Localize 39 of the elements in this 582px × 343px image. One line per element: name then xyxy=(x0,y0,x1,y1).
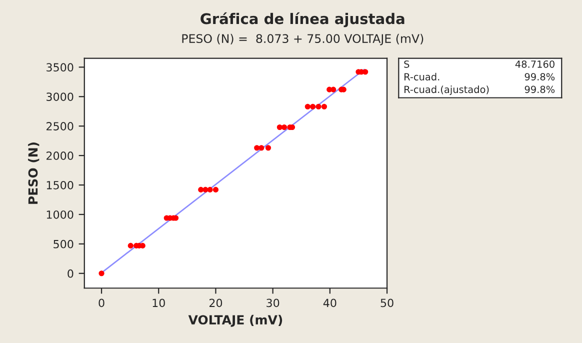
point xyxy=(207,186,213,192)
y-axis-title: PESO (N) xyxy=(28,142,40,204)
y-tick-label: 2000 xyxy=(46,152,74,160)
text: 48.7160 xyxy=(515,60,554,68)
x-tick-label: 50 xyxy=(380,298,394,308)
text: 99.8% xyxy=(524,86,555,94)
y-tick-label: 3000 xyxy=(46,92,74,101)
point xyxy=(276,124,282,130)
point xyxy=(330,86,336,92)
x-tick-label: 0 xyxy=(98,298,104,308)
point xyxy=(316,104,322,110)
chart-subtitle: PESO (N) = 8.073 + 75.00 VOLTAJE (mV) xyxy=(182,34,424,46)
point xyxy=(212,186,219,192)
y-tick-label: 500 xyxy=(54,240,74,248)
y-tick-label: 0 xyxy=(68,269,74,278)
chart-title: Gráfica de línea ajustada xyxy=(200,12,404,28)
point xyxy=(362,69,368,75)
y-tick-label: 1000 xyxy=(46,210,74,219)
point xyxy=(98,270,104,276)
x-tick-label: 40 xyxy=(323,298,336,308)
point xyxy=(254,145,260,151)
point xyxy=(265,145,272,151)
point xyxy=(128,242,134,248)
y-tick-label: 3500 xyxy=(46,63,74,72)
y-tick-label: 2500 xyxy=(46,122,74,130)
x-tick-label: 10 xyxy=(152,298,165,308)
text: R-cuad.(ajustado) xyxy=(404,86,489,95)
text: S xyxy=(404,60,410,68)
point xyxy=(321,104,327,110)
x-tick-label: 20 xyxy=(209,298,222,308)
x-tick-label: 30 xyxy=(266,298,280,308)
text: 99.8% xyxy=(524,73,555,80)
point xyxy=(198,186,204,192)
point xyxy=(304,104,310,110)
y-tick-label: 1500 xyxy=(46,180,74,190)
point xyxy=(258,145,264,151)
point xyxy=(310,104,316,110)
text: R-cuad. xyxy=(404,72,440,80)
x-axis-title: VOLTAJE (mV) xyxy=(188,314,282,327)
